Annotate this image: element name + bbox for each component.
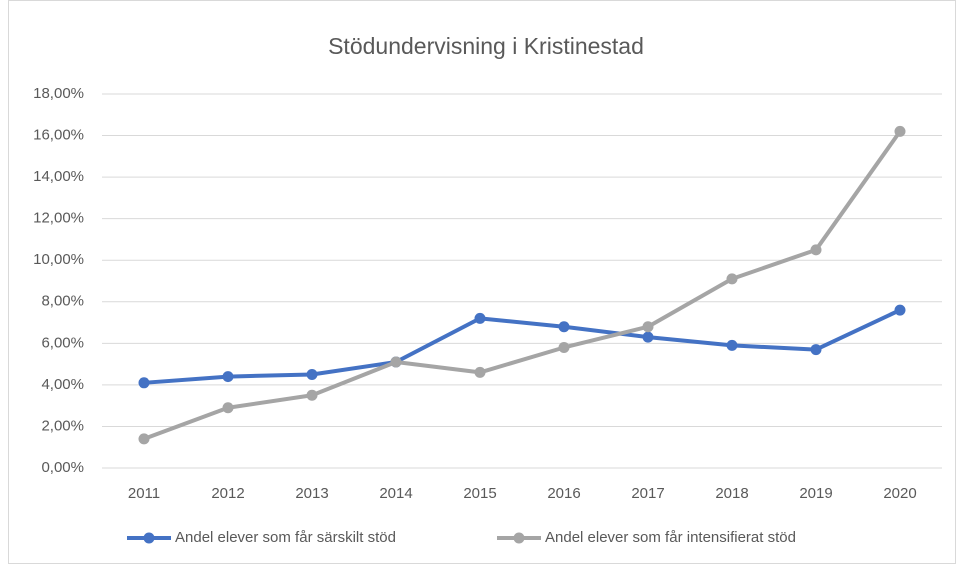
legend-label: Andel elever som får intensifierat stöd <box>545 529 796 546</box>
y-tick-label: 2,00% <box>41 417 84 434</box>
x-tick-label: 2013 <box>295 485 328 502</box>
series-marker <box>810 244 822 256</box>
series-marker <box>390 356 402 368</box>
series-marker <box>558 341 570 353</box>
series-marker <box>474 312 486 324</box>
series-marker <box>642 331 654 343</box>
x-tick-label: 2012 <box>211 485 244 502</box>
series-line <box>143 130 902 441</box>
legend-marker <box>513 532 525 544</box>
x-tick-label: 2014 <box>379 485 412 502</box>
x-tick-label: 2015 <box>463 485 496 502</box>
series-marker <box>306 369 318 380</box>
series-marker <box>894 125 906 137</box>
series-marker <box>138 377 150 389</box>
y-tick-label: 0,00% <box>41 459 84 476</box>
y-tick-label: 12,00% <box>33 210 84 227</box>
y-tick-label: 14,00% <box>33 168 84 185</box>
x-tick-label: 2018 <box>715 485 748 502</box>
legend-marker <box>143 532 155 544</box>
series-marker <box>222 371 234 383</box>
series-line <box>143 308 901 385</box>
series-marker <box>138 433 150 445</box>
y-tick-label: 4,00% <box>41 376 84 393</box>
y-tick-label: 6,00% <box>41 334 84 351</box>
series-marker <box>222 402 234 414</box>
series-marker <box>726 273 738 285</box>
x-tick-label: 2017 <box>631 485 664 502</box>
y-tick-label: 16,00% <box>33 127 84 144</box>
chart-title: Stödundervisning i Kristinestad <box>328 33 644 59</box>
series-marker <box>642 321 654 333</box>
series-marker <box>306 389 318 401</box>
legend-label: Andel elever som får särskilt stöd <box>175 529 396 546</box>
series-marker <box>894 304 906 316</box>
y-tick-label: 10,00% <box>33 251 84 268</box>
y-tick-label: 8,00% <box>41 293 84 310</box>
y-tick-label: 18,00% <box>33 85 84 102</box>
chart-frame <box>8 0 956 564</box>
series-marker <box>558 321 570 333</box>
x-tick-label: 2019 <box>799 485 832 502</box>
x-tick-label: 2016 <box>547 485 580 502</box>
series-marker <box>726 339 738 351</box>
x-tick-label: 2011 <box>128 485 160 502</box>
series-marker <box>810 344 822 356</box>
series-marker <box>474 366 486 378</box>
x-tick-label: 2020 <box>883 485 916 502</box>
